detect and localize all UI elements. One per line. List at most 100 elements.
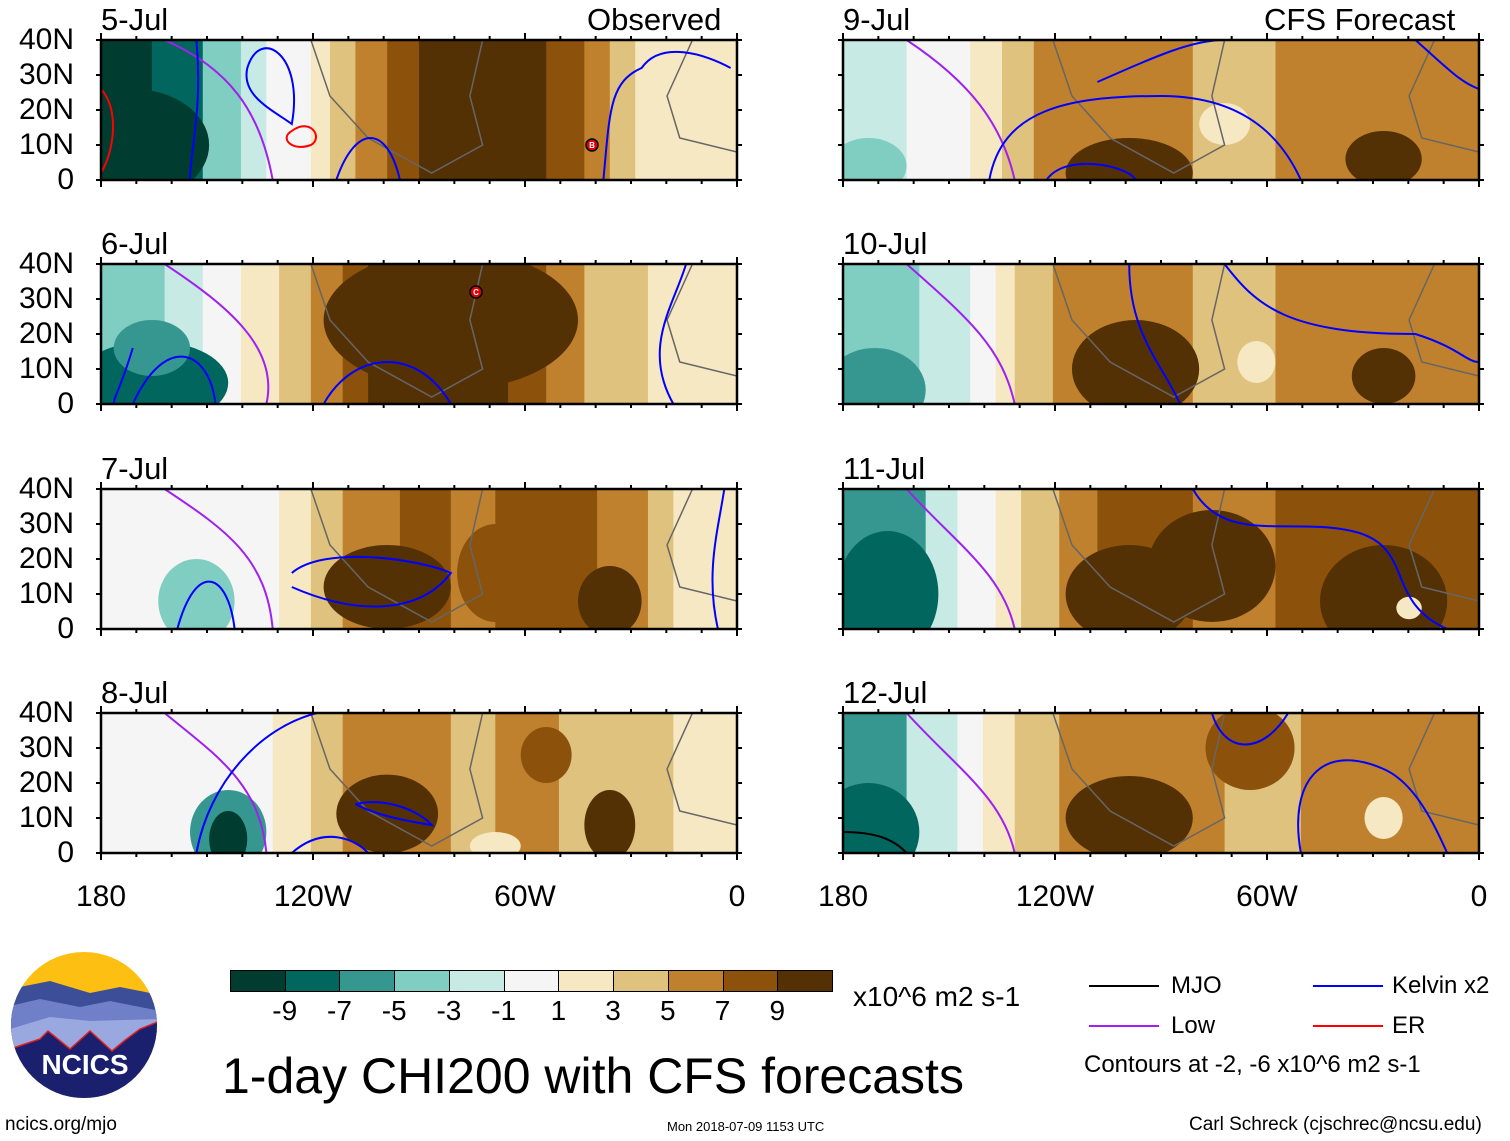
tropical-cyclone-icon: C xyxy=(469,285,483,299)
contour-line xyxy=(1297,759,1449,853)
contour-line xyxy=(322,361,452,404)
logo-text: NCICS xyxy=(41,1049,128,1080)
colorbar-label: -1 xyxy=(491,995,517,1026)
legend-label-mjo: MJO xyxy=(1171,972,1222,999)
shaded-region xyxy=(1002,40,1035,180)
contour-line xyxy=(164,264,270,404)
contour-line xyxy=(335,137,401,180)
shaded-region xyxy=(1071,320,1200,404)
contour-line xyxy=(131,355,217,404)
lon-label: 120W xyxy=(273,880,353,913)
footer-url[interactable]: ncics.org/mjo xyxy=(5,1114,117,1135)
shaded-region xyxy=(957,489,997,629)
shaded-region xyxy=(673,713,737,853)
colorbar-cell xyxy=(448,970,505,992)
contour-line xyxy=(905,264,1016,404)
colorbar-cell xyxy=(558,970,615,992)
lat-label: 0 xyxy=(57,612,74,645)
shaded-region xyxy=(843,348,926,404)
legend-label-er: ER xyxy=(1392,1012,1426,1039)
lon-label: 180 xyxy=(817,880,869,913)
map-panel xyxy=(101,489,737,629)
lat-label: 0 xyxy=(57,387,74,420)
colorbar-units: x10^6 m2 s-1 xyxy=(853,981,1021,1012)
contour-line xyxy=(905,713,1016,853)
shaded-region xyxy=(323,545,451,629)
lon-label: 0 xyxy=(728,880,746,913)
contour-line xyxy=(843,831,908,853)
shaded-region xyxy=(906,40,972,180)
contour-line xyxy=(291,835,369,853)
lat-label: 20N xyxy=(18,317,74,350)
header-observed: Observed xyxy=(587,2,722,37)
contour-line xyxy=(1045,162,1137,180)
shaded-region xyxy=(469,832,521,853)
coastline xyxy=(1408,713,1479,826)
footer-credit: Carl Schreck (cjschrec@ncsu.edu) xyxy=(1189,1114,1482,1135)
lat-label: 40N xyxy=(18,23,74,56)
panel-date: 10-Jul xyxy=(843,226,928,261)
coastline xyxy=(1408,40,1479,153)
colorbar-cell xyxy=(777,970,833,992)
lat-label: 20N xyxy=(18,766,74,799)
shaded-region xyxy=(673,489,737,629)
contour-line xyxy=(354,801,435,827)
shaded-region xyxy=(843,531,939,629)
shaded-region xyxy=(336,774,439,853)
shaded-region xyxy=(419,40,548,180)
contour-line xyxy=(988,94,1302,180)
colorbar-label: -7 xyxy=(327,995,352,1026)
coastline xyxy=(310,264,484,398)
shaded-region xyxy=(1065,776,1193,853)
shaded-region xyxy=(578,566,642,629)
colorbar-label: -5 xyxy=(381,995,407,1026)
lon-label: 120W xyxy=(1015,880,1095,913)
figure-title: 1-day CHI200 with CFS forecasts xyxy=(222,1048,964,1104)
shaded-region xyxy=(584,40,611,180)
shaded-region xyxy=(457,524,534,622)
tropical-cyclone-icon: B xyxy=(585,138,599,152)
lat-label: 20N xyxy=(18,542,74,575)
contour-line xyxy=(285,125,317,148)
shaded-region xyxy=(635,40,737,180)
shaded-region xyxy=(982,713,1016,853)
map-panel xyxy=(843,713,1479,853)
coastline xyxy=(1052,40,1226,174)
panel-date: 12-Jul xyxy=(843,675,928,710)
coastline xyxy=(1408,264,1479,377)
coastline xyxy=(1052,713,1226,847)
map-panel xyxy=(101,40,737,180)
shaded-region xyxy=(240,264,281,404)
storm-label: B xyxy=(589,141,595,150)
shaded-region xyxy=(310,40,331,180)
shaded-region xyxy=(310,713,344,853)
coastline xyxy=(666,713,737,826)
lon-label: 0 xyxy=(1470,880,1488,913)
lat-label: 10N xyxy=(18,801,74,834)
shaded-region xyxy=(279,489,312,629)
lon-label: 60W xyxy=(1236,880,1298,913)
shaded-region xyxy=(584,264,649,404)
shaded-region xyxy=(970,264,997,404)
contour-line xyxy=(1191,489,1448,629)
shaded-region xyxy=(1396,596,1422,620)
colorbar-label: -9 xyxy=(272,995,298,1026)
shaded-region xyxy=(209,811,248,853)
shaded-region xyxy=(1237,40,1277,180)
contour-line xyxy=(164,489,274,629)
panel-date: 11-Jul xyxy=(843,451,926,486)
shaded-region xyxy=(843,138,907,180)
lat-label: 10N xyxy=(18,128,74,161)
panel-date: 7-Jul xyxy=(101,451,169,486)
coastline xyxy=(666,40,737,153)
coastline xyxy=(310,40,484,174)
footer-timestamp: Mon 2018-07-09 1153 UTC xyxy=(667,1119,825,1134)
contour-line xyxy=(658,264,688,404)
contour-line xyxy=(1128,264,1182,404)
lat-label: 20N xyxy=(18,93,74,126)
contour-line xyxy=(291,555,453,608)
lon-label: 60W xyxy=(494,880,556,913)
legend-line-mjo xyxy=(1089,985,1159,987)
colorbar-label: 1 xyxy=(550,995,567,1026)
